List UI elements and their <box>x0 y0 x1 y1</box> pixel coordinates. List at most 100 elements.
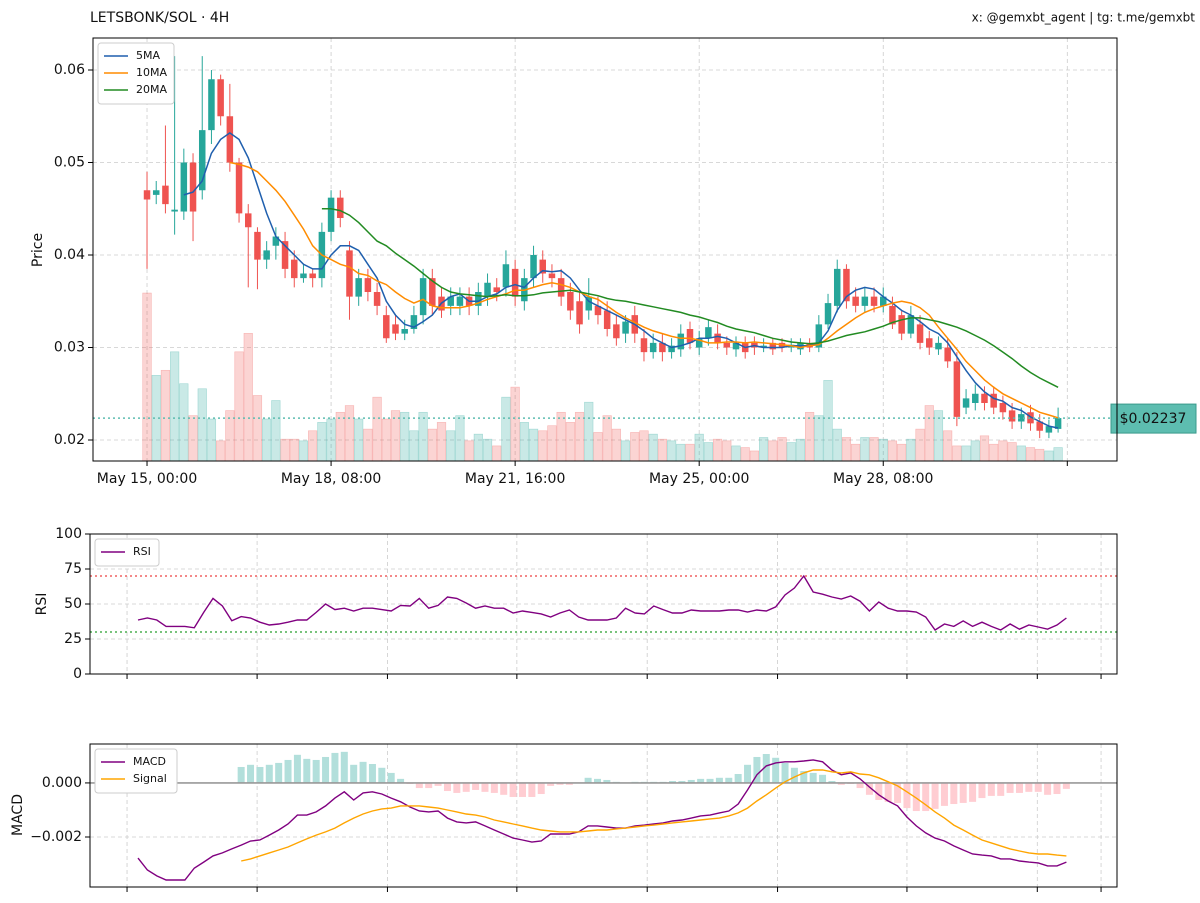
candle-body <box>511 268 519 297</box>
volume-bar <box>280 438 290 462</box>
histogram-bar <box>734 774 742 783</box>
volume-bar <box>1025 447 1036 462</box>
histogram-bar <box>819 774 827 783</box>
histogram-bar <box>669 781 677 783</box>
candle-body <box>539 259 546 274</box>
candle-body <box>1054 418 1062 429</box>
histogram-bar <box>490 782 498 793</box>
histogram-bar <box>547 782 555 786</box>
volume-bar <box>777 437 787 462</box>
y-tick-label: 0.05 <box>54 155 85 171</box>
volume-bar <box>216 440 226 462</box>
candle-body <box>189 162 197 212</box>
volume-bar <box>262 418 272 462</box>
volume-bar <box>179 383 189 462</box>
histogram-bar <box>593 778 601 783</box>
histogram-bar <box>481 782 489 792</box>
volume-bar <box>547 425 557 462</box>
legend-box <box>94 538 160 567</box>
histogram-bar <box>903 782 911 809</box>
volume-bar <box>510 386 520 462</box>
candle-body <box>235 162 243 214</box>
volume-bar <box>639 430 649 462</box>
candle-body <box>723 342 731 348</box>
candle-body <box>981 393 988 404</box>
candle-body <box>815 324 823 348</box>
candle-body <box>171 209 178 212</box>
volume-bar <box>703 442 713 462</box>
candle-body <box>603 310 611 330</box>
histogram-bar <box>950 782 958 805</box>
histogram-bar <box>837 782 845 785</box>
histogram-bar <box>1044 782 1052 795</box>
candle-body <box>990 393 997 408</box>
volume-bar <box>482 438 493 462</box>
candle-body <box>916 324 924 343</box>
histogram-bar <box>1006 782 1014 793</box>
candle-body <box>567 292 574 311</box>
volume-bar <box>243 333 253 462</box>
histogram-bar <box>509 782 517 797</box>
volume-bar <box>897 443 907 462</box>
histogram-bar <box>697 778 705 783</box>
candle-body <box>972 393 979 404</box>
volume-bar <box>795 438 806 462</box>
series-line <box>137 574 1067 631</box>
histogram-bar <box>931 782 939 809</box>
candle-body <box>217 79 224 117</box>
candle-body <box>327 197 335 232</box>
histogram-bar <box>884 782 892 802</box>
candle-body <box>429 278 436 306</box>
volume-bar <box>878 438 888 462</box>
candle-body <box>208 79 215 131</box>
volume-bar <box>400 411 410 462</box>
volume-bar <box>593 432 603 462</box>
histogram-bar <box>556 782 564 785</box>
volume-bar <box>556 411 566 462</box>
candle-body <box>760 345 767 348</box>
series-line <box>241 769 1067 862</box>
volume-bar <box>473 433 483 462</box>
volume-bar <box>611 428 621 462</box>
histogram-bar <box>959 782 967 803</box>
candle-body <box>198 130 206 191</box>
histogram-bar <box>434 782 442 786</box>
histogram-bar <box>856 782 864 789</box>
last-price-box <box>1110 403 1197 434</box>
candle-body <box>640 338 648 353</box>
histogram-bar <box>565 782 573 785</box>
candle-body <box>824 303 832 325</box>
volume-bar <box>427 428 437 462</box>
volume-bar <box>602 415 612 462</box>
histogram-bar <box>1015 782 1023 793</box>
histogram-bar <box>922 782 930 812</box>
volume-bar <box>206 418 217 462</box>
candle-body <box>355 278 362 297</box>
candle-body <box>254 231 261 260</box>
candle-body <box>861 296 869 306</box>
candle-body <box>1045 426 1053 433</box>
histogram-bar <box>978 782 986 799</box>
y-tick-label: 0.06 <box>54 62 85 78</box>
candle-body <box>475 292 482 306</box>
histogram-bar <box>303 758 311 783</box>
volume-bar <box>234 351 244 462</box>
histogram-bar <box>725 777 733 783</box>
candle-body <box>447 296 454 306</box>
volume-bar <box>657 438 667 462</box>
candle-body <box>226 116 234 163</box>
histogram-bar <box>809 772 817 783</box>
volume-bar <box>768 440 778 462</box>
histogram-bar <box>537 782 545 795</box>
candle-body <box>732 342 740 350</box>
histogram-bar <box>781 762 789 783</box>
volume-bar <box>584 401 594 462</box>
histogram-bar <box>753 756 761 783</box>
histogram-bar <box>518 782 526 797</box>
y-axis-label: MACD <box>10 794 26 836</box>
candle-body <box>668 345 675 353</box>
histogram-bar <box>828 781 836 783</box>
candle-body <box>143 190 151 200</box>
candle-body <box>714 333 721 343</box>
y-tick-label: 25 <box>64 631 82 647</box>
